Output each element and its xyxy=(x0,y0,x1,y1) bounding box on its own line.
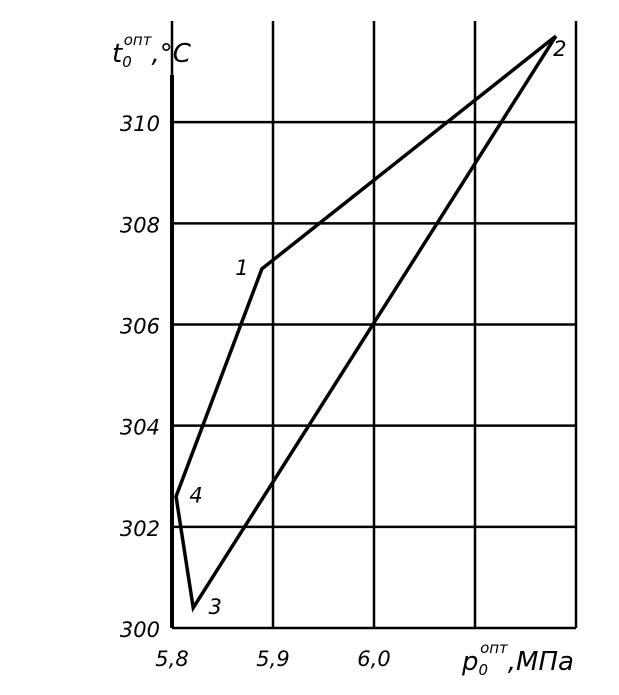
y-tick-label: 308 xyxy=(120,213,160,237)
x-label-main: p xyxy=(461,647,479,677)
y-tick-label: 306 xyxy=(120,315,160,339)
y-tick-label: 304 xyxy=(120,416,160,440)
point-label: 3 xyxy=(209,595,222,619)
cycle-line xyxy=(174,34,558,613)
y-label-sup: опт xyxy=(124,31,153,49)
point-label: 2 xyxy=(553,37,566,61)
x-axis-label: p0 опт,МПа xyxy=(461,639,574,679)
x-tick-label: 5,8 xyxy=(155,647,188,671)
y-tick-label: 302 xyxy=(120,517,160,541)
y-label-main: t xyxy=(112,39,123,69)
x-label-unit: ,МПа xyxy=(508,647,574,677)
point-label: 4 xyxy=(189,483,202,507)
y-label-sub: 0 xyxy=(122,53,132,71)
y-tick-label: 310 xyxy=(120,112,160,136)
x-label-sub: 0 xyxy=(479,661,489,679)
x-tick-label: 6,0 xyxy=(357,647,390,671)
y-axis-label: t0опт,°C xyxy=(112,31,192,71)
x-label-sup: опт xyxy=(480,639,509,657)
y-tick-label: 300 xyxy=(120,618,160,642)
x-tick-label: 5,9 xyxy=(256,647,289,671)
point-label: 1 xyxy=(235,256,248,280)
